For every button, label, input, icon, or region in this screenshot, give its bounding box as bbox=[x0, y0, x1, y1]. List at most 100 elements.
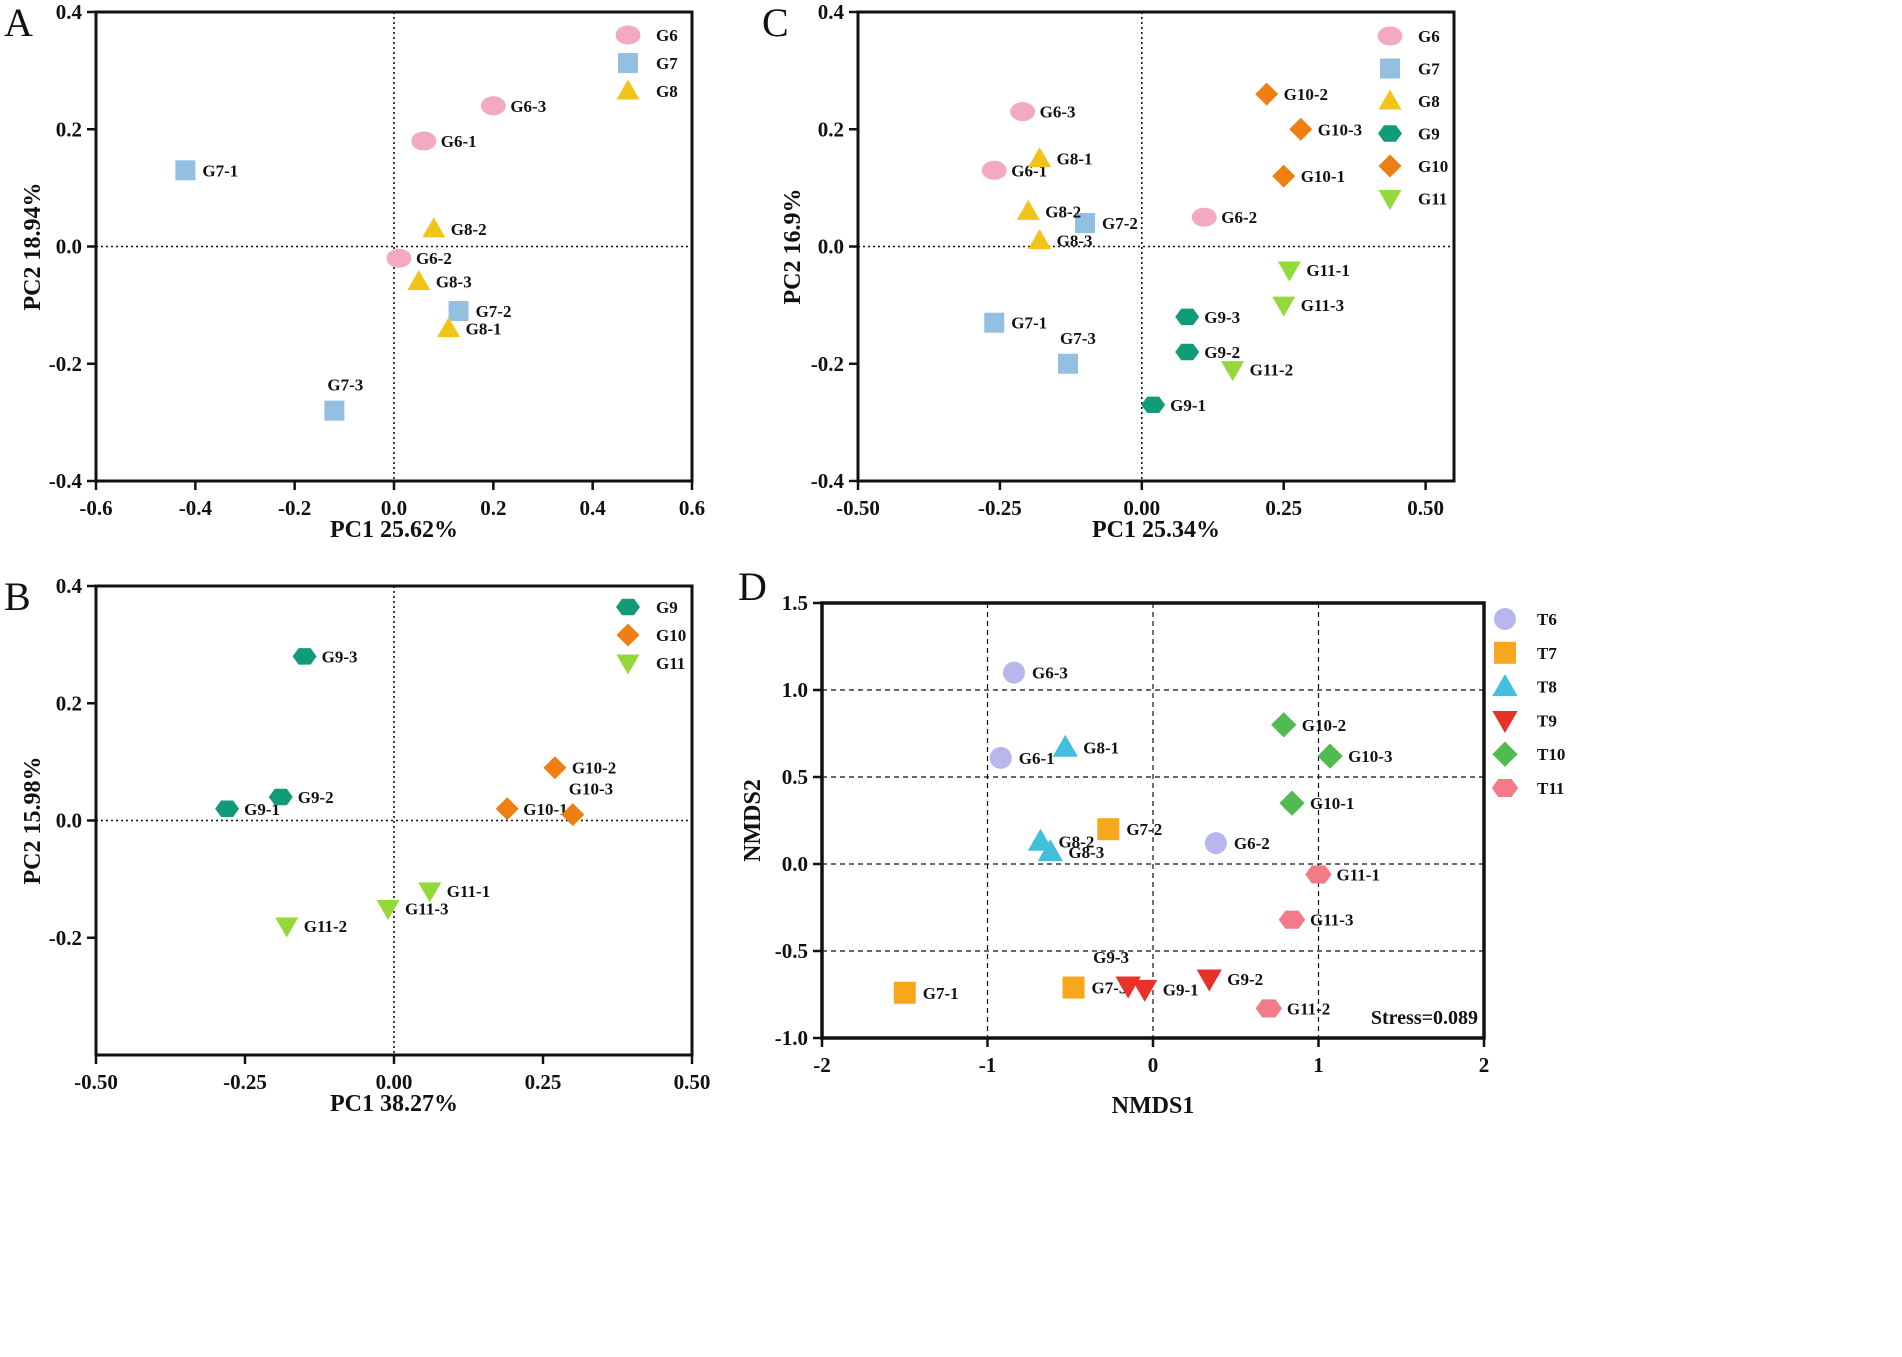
data-point-g10-1: G10-1 bbox=[1272, 164, 1345, 188]
point-marker bbox=[1097, 818, 1120, 841]
legend-marker-hexagon bbox=[616, 598, 640, 616]
point-label: G6-2 bbox=[416, 249, 452, 268]
point-marker bbox=[1141, 396, 1166, 413]
point-label: G9-2 bbox=[298, 788, 334, 807]
point-marker bbox=[268, 788, 293, 806]
point-marker bbox=[411, 131, 437, 151]
point-marker bbox=[175, 160, 196, 181]
point-label: G11-3 bbox=[405, 899, 448, 918]
legend-marker-circle bbox=[1494, 608, 1516, 630]
point-label: G11-2 bbox=[1287, 999, 1330, 1018]
point-label: G6-2 bbox=[1221, 208, 1257, 227]
data-point-g6-1: G6-1 bbox=[989, 746, 1055, 769]
y-tick-label: -0.2 bbox=[49, 926, 82, 950]
point-label: G6-1 bbox=[441, 132, 477, 151]
legend-item-g11: G11 bbox=[616, 654, 685, 675]
legend-label: G11 bbox=[1418, 190, 1447, 209]
point-label: G11-1 bbox=[1306, 261, 1349, 280]
y-tick-label: 0.2 bbox=[818, 117, 844, 141]
data-point-g6-3: G6-3 bbox=[1002, 661, 1068, 684]
x-tick-label: 0.0 bbox=[381, 496, 407, 520]
point-marker bbox=[1279, 790, 1305, 816]
legend-item-g9: G9 bbox=[1378, 125, 1440, 144]
y-tick-label: 0.0 bbox=[56, 809, 82, 833]
data-point-g11-1: G11-1 bbox=[1305, 865, 1380, 884]
y-tick-label: 0.0 bbox=[782, 852, 808, 876]
legend-label: G9 bbox=[1418, 125, 1440, 144]
point-label: G10-1 bbox=[1310, 794, 1354, 813]
y-tick-label: -0.4 bbox=[811, 469, 845, 493]
legend-label: G7 bbox=[656, 54, 678, 73]
point-marker bbox=[480, 96, 506, 116]
legend-label: G9 bbox=[656, 598, 678, 617]
legend-marker-ellipse bbox=[1377, 26, 1403, 46]
point-label: G6-1 bbox=[1019, 749, 1055, 768]
data-point-g8-2: G8-2 bbox=[422, 217, 487, 239]
point-label: G6-3 bbox=[1032, 664, 1068, 683]
data-point-g9-3: G9-3 bbox=[292, 647, 358, 666]
x-axis-label: NMDS1 bbox=[1112, 1093, 1195, 1119]
data-point-g6-2: G6-2 bbox=[1191, 207, 1257, 227]
point-label: G7-3 bbox=[327, 376, 363, 395]
legend-label: T6 bbox=[1537, 610, 1557, 629]
data-point-g10-3: G10-3 bbox=[561, 780, 613, 827]
y-tick-label: -0.4 bbox=[49, 469, 83, 493]
data-point-g11-3: G11-3 bbox=[376, 899, 448, 920]
point-label: G7-2 bbox=[1102, 214, 1138, 233]
point-label: G8-3 bbox=[436, 273, 472, 292]
x-tick-label: 1 bbox=[1313, 1053, 1324, 1077]
y-tick-label: 1.5 bbox=[782, 591, 808, 615]
point-label: G9-2 bbox=[1227, 970, 1263, 989]
point-marker bbox=[984, 312, 1005, 333]
data-point-g10-2: G10-2 bbox=[1255, 82, 1328, 106]
point-label: G9-3 bbox=[1093, 948, 1129, 967]
panel-d: D -2 -1 0 1 2 -1.0 -0.5 0.0 0.5 1.0 1.5 NMDS1 NMDS2 T6… bbox=[738, 564, 1565, 1119]
point-label: G6-2 bbox=[1234, 834, 1270, 853]
point-marker bbox=[1002, 661, 1025, 684]
data-point-g7-3: G7-3 bbox=[1058, 329, 1096, 374]
data-point-g10-1: G10-1 bbox=[1279, 790, 1354, 816]
point-marker bbox=[989, 746, 1012, 769]
legend-marker-hexagon bbox=[1378, 125, 1402, 142]
legend-label: T11 bbox=[1537, 779, 1564, 798]
data-point-g9-1: G9-1 bbox=[215, 800, 280, 819]
x-tick-label: -1 bbox=[979, 1053, 997, 1077]
legend-item-t10: T10 bbox=[1492, 741, 1565, 767]
point-label: G11-3 bbox=[1301, 296, 1344, 315]
data-point-g11-1: G11-1 bbox=[418, 882, 490, 903]
x-tick-label: -0.25 bbox=[223, 1070, 267, 1094]
data-point-g8-3: G8-3 bbox=[407, 270, 472, 292]
point-label: G10-1 bbox=[1301, 167, 1345, 186]
y-tick-label: -1.0 bbox=[775, 1026, 808, 1050]
y-tick-label: -0.2 bbox=[49, 352, 82, 376]
legend-marker-triangle-up bbox=[1378, 89, 1402, 110]
point-marker bbox=[407, 270, 431, 291]
x-tick-label: 0.2 bbox=[480, 496, 506, 520]
y-axis-label: PC2 16.9% bbox=[780, 189, 806, 305]
panel-a: A -0.6 -0.4 -0.2 0.0 0.2 0.4 0.6 -0.4 -0.2 0.0 0.2 0… bbox=[4, 0, 705, 543]
point-label: G9-2 bbox=[1204, 343, 1240, 362]
x-tick-label: -2 bbox=[813, 1053, 831, 1077]
legend-marker-hexagon bbox=[1491, 779, 1519, 797]
point-marker bbox=[1075, 213, 1096, 234]
panel-c: C -0.50 -0.25 0.00 0.25 0.50 -0.4 -0.2 0.0 0.2 0.4… bbox=[762, 0, 1456, 543]
y-tick-label: 0.2 bbox=[56, 117, 82, 141]
legend-item-g7: G7 bbox=[618, 53, 678, 73]
legend-item-g10: G10 bbox=[1378, 154, 1448, 178]
x-tick-label: 0.6 bbox=[679, 496, 705, 520]
y-axis-label: PC2 15.98% bbox=[20, 757, 46, 885]
data-point-g9-2: G9-2 bbox=[1196, 969, 1263, 992]
point-marker bbox=[1175, 343, 1200, 361]
point-marker bbox=[893, 981, 916, 1004]
data-point-g6-2: G6-2 bbox=[1204, 832, 1270, 855]
point-marker bbox=[1016, 199, 1040, 220]
y-tick-label: 0.2 bbox=[56, 691, 82, 715]
y-tick-label: 0.4 bbox=[56, 574, 83, 598]
point-label: G9-1 bbox=[1163, 980, 1199, 999]
point-label: G9-3 bbox=[322, 647, 358, 666]
data-point-g6-2: G6-2 bbox=[386, 248, 452, 268]
legend-marker-square bbox=[618, 53, 638, 73]
point-label: G9-3 bbox=[1204, 308, 1240, 327]
x-axis-label: PC1 38.27% bbox=[330, 1091, 458, 1117]
